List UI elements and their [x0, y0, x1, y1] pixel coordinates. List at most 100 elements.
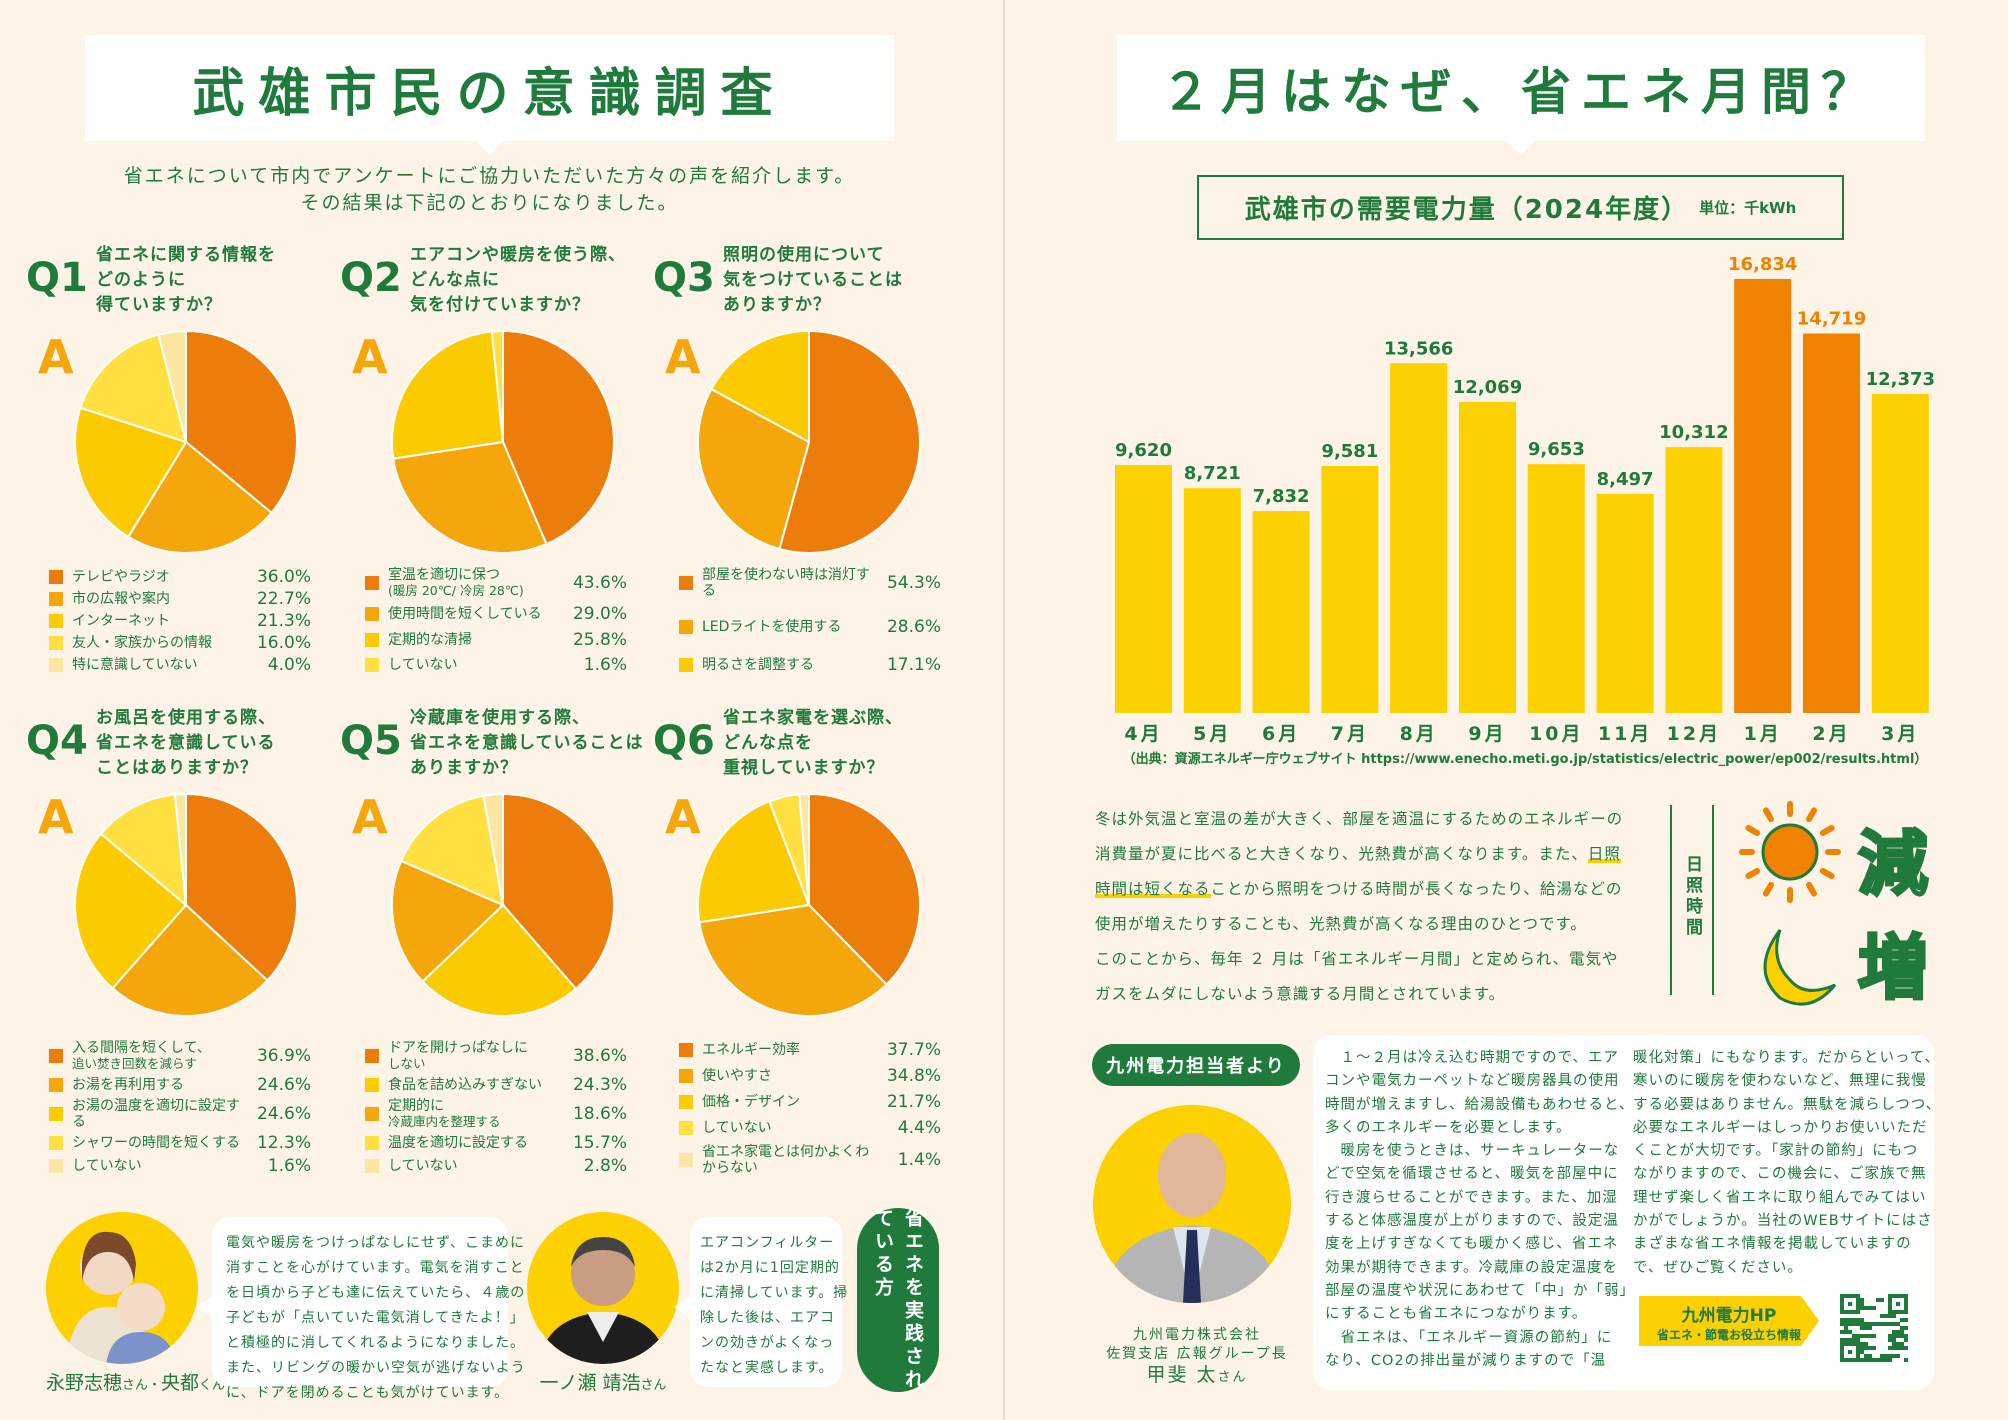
- question-number: Q2: [340, 255, 402, 301]
- legend-label-text: 価格・デザイン: [702, 1094, 800, 1110]
- kyushu-electric-hp-link[interactable]: 九州電力HP 省エネ・節電お役立ち情報: [1639, 1296, 1819, 1346]
- bar-value-label: 16,834: [1728, 254, 1797, 275]
- pie-slice: [421, 903, 578, 1017]
- pie-slice: [798, 793, 810, 906]
- question-line: 照明の使用について: [723, 245, 885, 265]
- pie-slice: [778, 330, 921, 554]
- bubble-line: 子どもが「点いていた電気消してきたよ！」: [226, 1310, 525, 1326]
- bubble-line: エアコンフィルター: [700, 1235, 835, 1251]
- legend-label: 温度を適切に設定する: [388, 1135, 565, 1151]
- legend-value: 17.1%: [886, 655, 941, 675]
- legend-label: 市の広報や案内: [72, 591, 249, 607]
- moon-icon: [1763, 929, 1837, 1006]
- legend-label: お湯を再利用する: [72, 1077, 249, 1093]
- question-line: 冷蔵庫を使用する際、: [410, 708, 590, 728]
- pie-legend: ドアを開けっぱなしに しない 38.6% 食品を詰め込みすぎない 24.3% 定期的に 冷蔵…: [365, 1040, 627, 1176]
- question-line: 気を付けていますか？: [410, 295, 590, 315]
- legend-item: 入る間隔を短くして、 追い焚き回数を減らす 36.9%: [49, 1040, 311, 1072]
- qr-code-icon[interactable]: [1840, 1294, 1908, 1362]
- legend-label-text: 食品を詰め込みすぎない: [388, 1077, 542, 1093]
- answer-label: A: [352, 790, 388, 844]
- bubble-line: ンの効きがよくなっ: [700, 1335, 835, 1351]
- legend-label-text: 定期的な清掃: [388, 631, 472, 648]
- intro-line: その結果は下記のとおりになりました。: [300, 192, 679, 214]
- legend-label: していない: [72, 1158, 249, 1174]
- legend-value: 4.4%: [897, 1118, 941, 1138]
- message-line: まざまな省エネ情報を掲載していますの: [1633, 1236, 1912, 1253]
- legend-item: 省エネ家電とは何かよくわからない 1.4%: [679, 1144, 941, 1176]
- legend-label: 省エネ家電とは何かよくわからない: [702, 1144, 879, 1176]
- message-line: にすることも省エネにつながります。: [1325, 1306, 1588, 1323]
- staff-company: 九州電力株式会社: [1133, 1327, 1261, 1343]
- sun-ray: [1819, 825, 1835, 836]
- message-line: かがでしょうか。当社のWEBサイトにはさ: [1633, 1213, 1933, 1230]
- legend-item: していない 2.8%: [365, 1156, 627, 1176]
- bar: [1734, 279, 1792, 713]
- question-text: 省エネに関する情報を どのように 得ていますか？: [96, 243, 276, 318]
- month-tick-label: 3月: [1881, 723, 1919, 745]
- question-line: どのように: [96, 270, 186, 290]
- demand-bar-chart: 9,620 4月 8,721 5月 7,832 6月 9,581 7月 13,566 8月 12,0…: [1115, 254, 1935, 745]
- legend-label-text: ドアを開けっぱなしに: [388, 1040, 528, 1056]
- legend-label: LEDライトを使用する: [702, 619, 879, 635]
- legend-value: 34.8%: [886, 1066, 941, 1086]
- pie-slice: [482, 793, 504, 906]
- legend-value: 36.9%: [256, 1046, 311, 1066]
- legend-label: 定期的な清掃: [388, 632, 565, 648]
- bar-value-label: 10,312: [1659, 422, 1728, 443]
- pie-slice: [173, 793, 187, 906]
- question-line: ありますか？: [410, 758, 518, 778]
- message-line: 省エネは、「エネルギー資源の節約」に: [1325, 1329, 1613, 1346]
- legend-value: 22.7%: [256, 589, 311, 609]
- highlight-text: 日照: [1587, 845, 1621, 863]
- legend-item: エネルギー効率 37.7%: [679, 1040, 941, 1060]
- legend-value: 1.6%: [583, 654, 627, 675]
- pie-slice: [490, 330, 504, 443]
- pie-slice: [502, 330, 615, 546]
- bar: [1390, 363, 1448, 713]
- bar-value-label: 8,721: [1184, 463, 1241, 484]
- message-line: 必要なエネルギーはしっかりお使いいただ: [1633, 1119, 1928, 1136]
- message-column-2: 暖化対策」にもなります。だからといって、 寒いのに暖房を使わないなど、無理に我慢す…: [1633, 1047, 1941, 1280]
- legend-swatch: [49, 570, 63, 584]
- pie-slice: [79, 333, 188, 444]
- legend-swatch: [679, 1095, 693, 1109]
- sun-moon-icon: [1739, 801, 1841, 1006]
- legend-swatch: [365, 1107, 379, 1121]
- message-line: くことが大切です。「家計の節約」にもつ: [1633, 1143, 1919, 1160]
- answer-label: A: [665, 330, 701, 384]
- month-tick-label: 11月: [1598, 723, 1652, 745]
- increase-label: 増: [1857, 926, 1930, 1011]
- bubble-line: また、リビングの暖かい空気が逃げないよう: [226, 1360, 526, 1376]
- message-line: 部屋の温度や状況にあわせて「中」か「弱」: [1325, 1282, 1635, 1299]
- message-line: どで空気を循環させると、暖気を部屋中に: [1325, 1166, 1619, 1183]
- legend-swatch: [679, 576, 693, 590]
- staff-dept: 佐賀支店 広報グループ長: [1106, 1346, 1288, 1362]
- staff-message-box: １～２月は冷え込む時期ですので、エア コンや電気カーペットなど暖房器具の使用 時間が…: [1313, 1035, 1940, 1390]
- legend-label-text: 使いやすさ: [702, 1068, 772, 1084]
- month-tick-label: 4月: [1124, 723, 1162, 745]
- divider-line: [1670, 805, 1672, 995]
- legend-item: 特に意識していない 4.0%: [49, 655, 311, 675]
- pie-slice: [391, 330, 505, 460]
- legend-value: 36.0%: [256, 567, 311, 587]
- sun-ray: [1819, 868, 1835, 879]
- divider-line: [1712, 805, 1714, 995]
- bar: [1183, 488, 1241, 713]
- month-tick-label: 10月: [1529, 723, 1583, 745]
- legend-item: ドアを開けっぱなしに しない 38.6%: [365, 1040, 627, 1072]
- legend-value: 4.0%: [267, 655, 311, 675]
- legend-item: インターネット 21.3%: [49, 611, 311, 631]
- legend-value: 38.6%: [572, 1046, 627, 1066]
- legend-label: していない: [388, 1158, 565, 1174]
- testimonial-name-1: 永野志穂さん・央都くん: [46, 1368, 225, 1395]
- chart-source: （出典：資源エネルギー庁ウェブサイト https://www.enecho.me…: [1122, 752, 1928, 767]
- legend-label-sub: (暖房 20℃/ 冷房 28℃): [388, 583, 524, 598]
- pie-legend: エネルギー効率 37.7% 使いやすさ 34.8% 価格・デザイン 21.7% していない 4…: [679, 1040, 941, 1176]
- legend-label-text: インターネット: [72, 613, 170, 629]
- bar: [1252, 511, 1310, 713]
- question-line: 気をつけていることは: [723, 270, 903, 290]
- legend-label: 明るさを調整する: [702, 657, 879, 673]
- avatar-ichinose: [527, 1212, 679, 1364]
- bubble-line: 除した後は、エアコ: [700, 1310, 835, 1326]
